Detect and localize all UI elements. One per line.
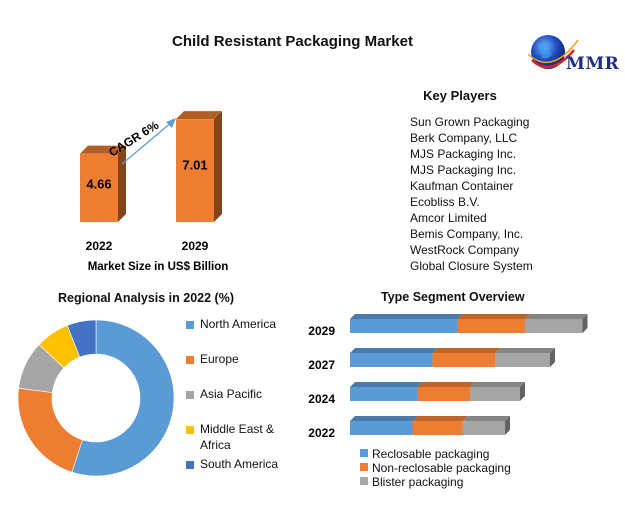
legend-swatch-europe [186,356,194,364]
legend-swatch-south-america [186,461,194,469]
bar-top-2029 [176,111,222,120]
segment-2027-reclosable-packaging [350,353,433,367]
list-item: MJS Packaging Inc. [410,163,517,177]
legend-label-mea-line1: Middle East & [200,422,275,436]
type-segment-title: Type Segment Overview [381,290,525,304]
legend-label-reclosable: Reclosable packaging [372,447,490,461]
bar-top-2027-1 [432,348,500,353]
list-item: Global Closure System [410,259,533,273]
list-item: Ecobliss B.V. [410,195,480,209]
legend-swatch-reclosable [360,449,368,457]
segment-2024-reclosable-packaging [350,387,418,401]
regional-legend: North America Europe Asia Pacific Middle… [186,316,296,476]
bar-top-2022-2 [462,416,510,421]
bar-side-2029 [582,314,588,333]
regional-title: Regional Analysis in 2022 (%) [58,291,234,305]
list-item: Berk Company, LLC [410,131,518,145]
list-item: Sun Grown Packaging [410,115,530,129]
legend-label-non-reclosable: Non-reclosable packaging [372,461,511,475]
segment-2029-non-reclosable-packaging [457,319,525,333]
segment-2029-reclosable-packaging [350,319,458,333]
legend-label-europe: Europe [200,352,239,366]
legend-label-south-america: South America [200,457,279,471]
bar-top-2022-0 [350,416,418,421]
key-players-list: Sun Grown Packaging Berk Company, LLC MJ… [410,114,533,274]
legend-swatch-mea [186,426,194,434]
segment-2022-non-reclosable-packaging [412,421,463,435]
bar-2022 [80,153,118,222]
x-tick-label-2029: 2029 [182,239,209,253]
bar-side-2029 [214,111,222,222]
segment-2024-non-reclosable-packaging [417,387,470,401]
cagr-arrow [121,121,173,165]
x-axis-label: Market Size in US$ Billion [88,261,229,273]
bar-top-2027-2 [495,348,555,353]
y-tick-label-2027: 2027 [308,358,335,372]
y-tick-label-2022: 2022 [308,426,335,440]
type-segment-legend: Reclosable packaging Non-reclosable pack… [360,446,560,494]
page-title: Child Resistant Packaging Market [172,33,413,50]
x-tick-label-2022: 2022 [86,239,113,253]
list-item: Kaufman Container [410,179,514,193]
type-segment-chart: 2029 2027 2024 2022 [308,314,588,440]
segment-2022-reclosable-packaging [350,421,413,435]
legend-label-north-america: North America [200,317,277,331]
legend-swatch-north-america [186,321,194,329]
logo-text: MMR [566,54,620,74]
donut-slice-north-america [71,319,175,477]
bar-top-2024-2 [470,382,525,387]
segment-2022-blister-packaging [462,421,505,435]
bar-top-2029-1 [457,314,530,319]
legend-swatch-non-reclosable [360,463,368,471]
legend-label-mea-line2: Africa [200,438,231,452]
segment-2027-non-reclosable-packaging [432,353,495,367]
legend-swatch-asia-pacific [186,391,194,399]
bar-side-2022 [118,145,126,222]
segment-2024-blister-packaging [470,387,520,401]
list-item: Bemis Company, Inc. [410,227,524,241]
bar-2029 [176,119,214,222]
bar-top-2024-0 [350,382,423,387]
bar-side-2027 [550,348,555,367]
regional-donut-chart [17,319,175,477]
data-label-2022: 4.66 [86,176,111,191]
bar-side-2022 [505,416,510,435]
bar-top-2027-0 [350,348,438,353]
globe-icon [527,35,579,69]
bar-side-2024 [520,382,525,401]
legend-label-asia-pacific: Asia Pacific [200,387,263,401]
segment-2027-blister-packaging [495,353,550,367]
y-tick-label-2024: 2024 [308,392,335,406]
list-item: MJS Packaging Inc. [410,147,517,161]
bar-top-2029-0 [350,314,463,319]
market-size-chart: CAGR 6% 2022 2029 4.66 7.01 Market Size … [80,111,229,273]
cagr-arrow-head [166,118,176,128]
legend-label-blister: Blister packaging [372,475,464,489]
data-label-2029: 7.01 [182,157,207,172]
list-item: Amcor Limited [410,211,487,225]
segment-2029-blister-packaging [525,319,583,333]
donut-slice-south-america [66,319,97,358]
y-tick-label-2029: 2029 [308,324,335,338]
list-item: WestRock Company [410,243,520,257]
donut-slice-europe [17,387,83,473]
legend-swatch-blister [360,477,368,485]
brand-logo: MMR [527,30,620,80]
bar-top-2024-1 [417,382,475,387]
bar-top-2022-1 [412,416,468,421]
bar-top-2029-2 [525,314,588,319]
bar-top-2022 [80,145,126,154]
key-players-title: Key Players [423,88,497,103]
